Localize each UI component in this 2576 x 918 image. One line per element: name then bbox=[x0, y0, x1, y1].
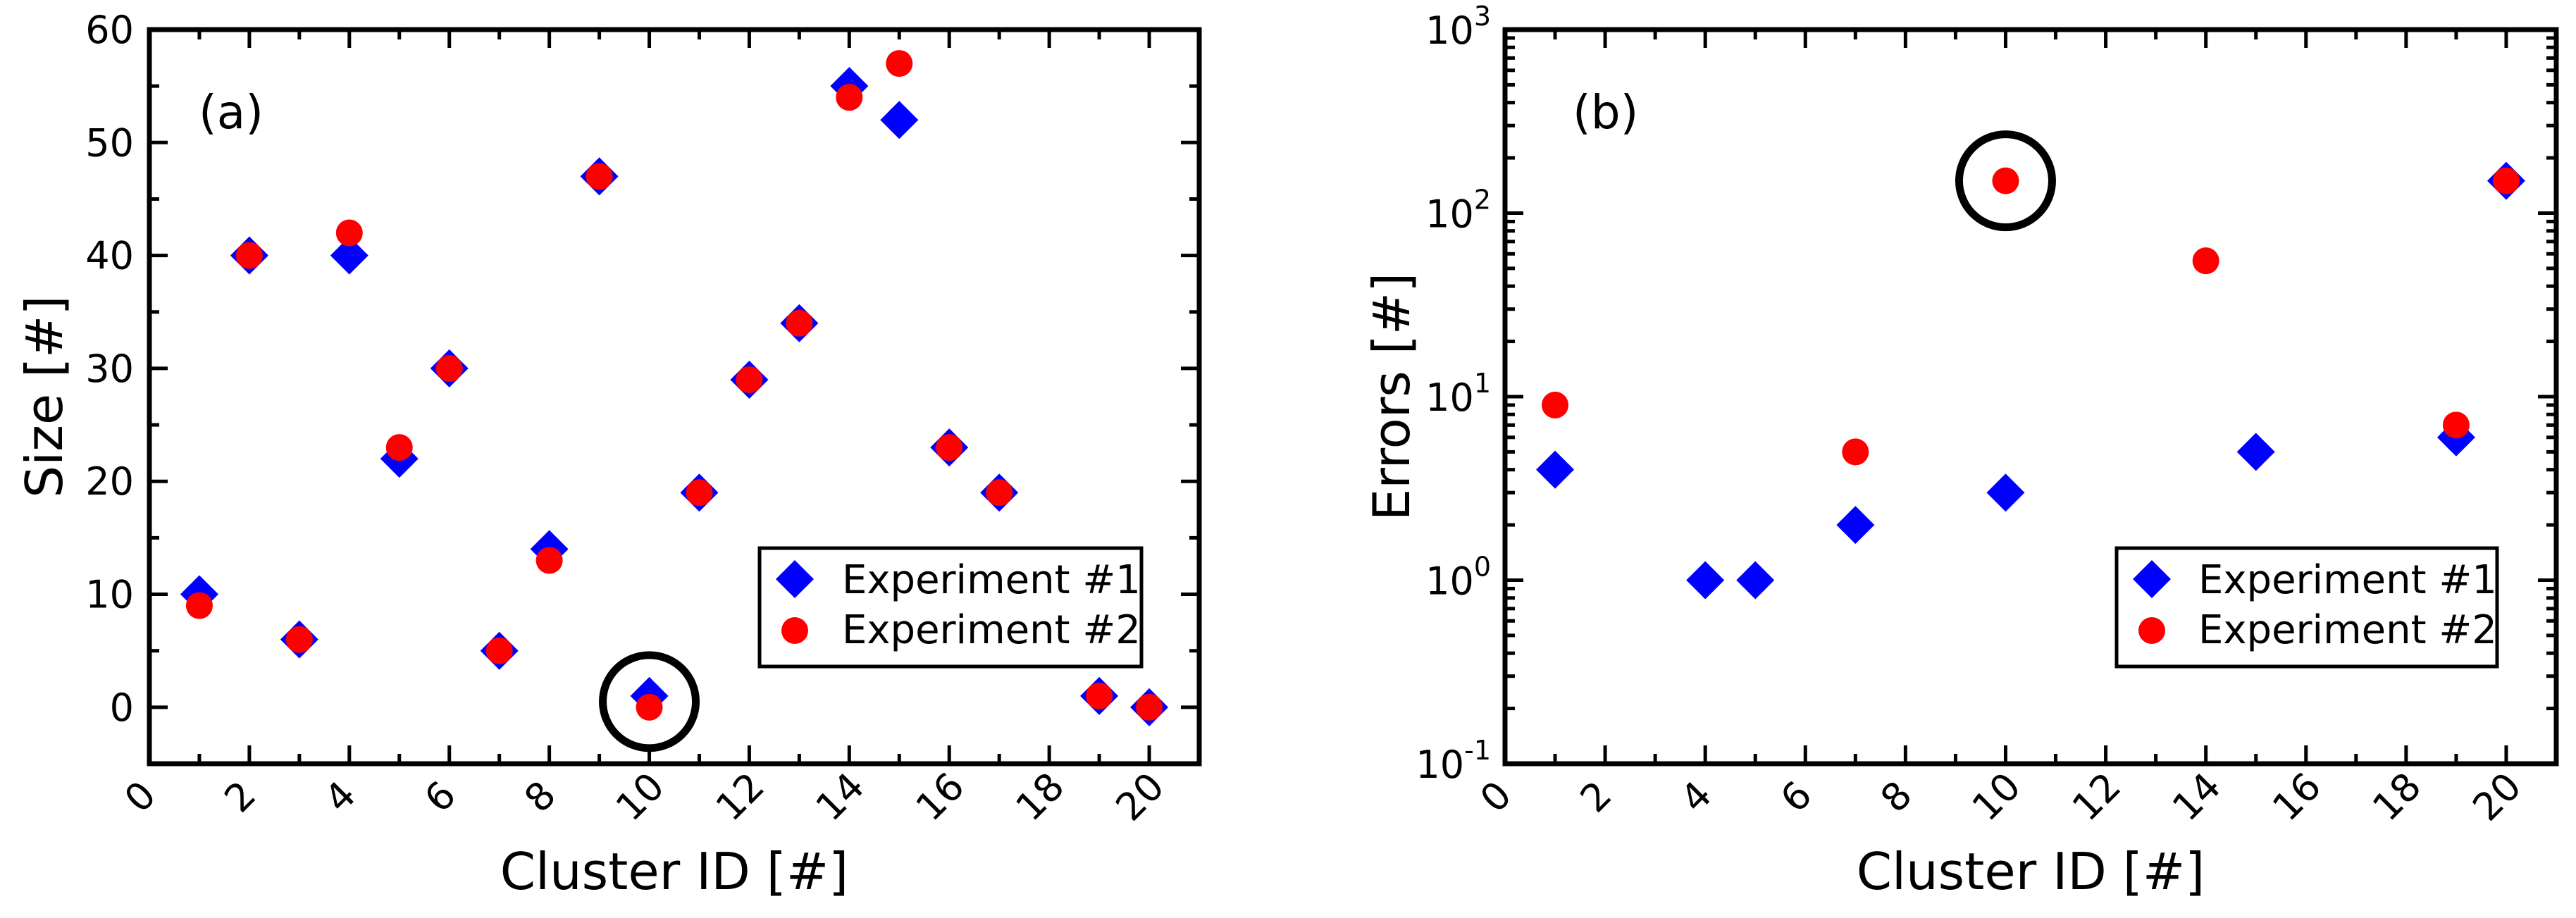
panel-b-legend-entry-2: Experiment #2 bbox=[2198, 607, 2497, 653]
panel-a-x-axis-title: Cluster ID [#] bbox=[500, 842, 849, 901]
panel-a-point-exp1 bbox=[330, 236, 369, 275]
panel-a-x-tick-label: 14 bbox=[807, 764, 873, 829]
panel-a-y-axis-title: Size [#] bbox=[15, 295, 74, 497]
panel-a-point-exp2 bbox=[1136, 693, 1163, 721]
panel-a-y-tick-label: 0 bbox=[110, 686, 134, 730]
panel-b-x-tick-label: 2 bbox=[1572, 772, 1621, 821]
panel-a-point-exp2 bbox=[485, 637, 513, 664]
panel-b-series-1 bbox=[1536, 161, 2525, 600]
panel-a-x-tick-label: 10 bbox=[607, 764, 673, 829]
panel-a-x-tick-label: 0 bbox=[116, 772, 164, 821]
panel-a-x-tick-label: 6 bbox=[416, 772, 464, 821]
panel-b-highlight-circle bbox=[1955, 130, 2056, 232]
panel-a-y-tick-label: 60 bbox=[85, 8, 134, 52]
panel-b-x-tick-label: 6 bbox=[1772, 772, 1821, 821]
panel-b-y-tick-label: 102 bbox=[1425, 185, 1491, 237]
panel-a-legend-entry-2: Experiment #2 bbox=[842, 607, 1141, 653]
panel-a-label: (a) bbox=[199, 85, 264, 139]
panel-b-y-tick-label: 10-1 bbox=[1416, 735, 1491, 787]
panel-a-plot-frame bbox=[147, 27, 1202, 767]
panel-a-point-exp2 bbox=[185, 592, 213, 619]
panel-a-series-2 bbox=[185, 50, 1163, 721]
panel-a-y-tick-label: 30 bbox=[85, 347, 134, 391]
panel-a-point-exp2 bbox=[836, 84, 863, 111]
panel-b-series-2 bbox=[1542, 167, 2520, 466]
panel-a-point-exp1 bbox=[880, 101, 919, 139]
panel-a-legend-marker-exp1 bbox=[776, 560, 814, 598]
panel-b-point-exp1 bbox=[1986, 473, 2025, 512]
panel-b-point-exp1 bbox=[1836, 506, 1875, 545]
panel-b-y-tick-label: 103 bbox=[1425, 1, 1491, 53]
panel-b-x-tick-label: 4 bbox=[1672, 772, 1721, 821]
panel-b-legend-marker-exp2 bbox=[2138, 617, 2165, 644]
panel-a-x-tick-label: 4 bbox=[316, 772, 364, 821]
panel-b-x-tick-label: 12 bbox=[2064, 764, 2129, 829]
panel-b-point-exp1 bbox=[1736, 561, 1775, 600]
panel-a-x-tick-label: 12 bbox=[707, 764, 773, 829]
panel-a-x-tick-label: 8 bbox=[516, 772, 564, 821]
panel-a-legend-entry-1: Experiment #1 bbox=[842, 557, 1141, 603]
panel-b-point-exp2 bbox=[2442, 411, 2470, 439]
panel-b-point-exp2 bbox=[2492, 167, 2520, 194]
panel-b-x-tick-label: 8 bbox=[1872, 772, 1921, 821]
panel-b-point-exp2 bbox=[1992, 167, 2019, 194]
panel-b-errors-chart: 0 2 4 6 8 10 12 14 16 18 20 10-1 100 101 102 103 (b) Cl… bbox=[1362, 1, 2559, 901]
panel-b-y-tick-label: 101 bbox=[1425, 368, 1491, 420]
panel-b-y-tick-label: 100 bbox=[1425, 552, 1491, 604]
panel-b-label: (b) bbox=[1573, 85, 1638, 139]
panel-b-x-tick-label: 14 bbox=[2164, 764, 2229, 829]
panel-b-legend-entry-1: Experiment #1 bbox=[2198, 557, 2497, 603]
panel-a-point-exp2 bbox=[1086, 682, 1113, 709]
panel-a-legend-box bbox=[757, 546, 1144, 669]
panel-b-point-exp1 bbox=[2236, 433, 2275, 471]
panel-b-x-tick-label: 10 bbox=[1964, 764, 2029, 829]
panel-a-x-tick-label: 18 bbox=[1007, 764, 1072, 829]
panel-b-point-exp1 bbox=[1686, 561, 1725, 600]
panel-b-legend-box bbox=[2114, 546, 2499, 669]
panel-a-point-exp2 bbox=[936, 434, 963, 461]
panel-a-y-tick-label: 20 bbox=[85, 459, 134, 504]
panel-a-y-tick-label: 40 bbox=[85, 234, 134, 278]
panel-a-point-exp2 bbox=[636, 693, 663, 721]
panel-a-point-exp2 bbox=[385, 434, 413, 461]
panel-a-point-exp2 bbox=[986, 479, 1013, 507]
panel-b-x-tick-label: 18 bbox=[2364, 764, 2429, 829]
panel-a-x-tick-label: 16 bbox=[908, 764, 973, 829]
panel-b-x-axis-title: Cluster ID [#] bbox=[1857, 842, 2205, 901]
panel-a-point-exp2 bbox=[736, 366, 763, 393]
panel-b-x-tick-label: 20 bbox=[2464, 764, 2529, 829]
panel-b-x-tick-label: 0 bbox=[1471, 772, 1520, 821]
panel-b-y-axis-title: Errors [#] bbox=[1362, 273, 1421, 521]
panel-b-point-exp2 bbox=[2192, 247, 2219, 275]
panel-b-point-exp1 bbox=[1536, 450, 1575, 489]
panel-a-x-tick-label: 2 bbox=[216, 772, 264, 821]
panel-a-point-exp2 bbox=[535, 547, 563, 574]
panel-b-point-exp2 bbox=[1542, 391, 1569, 418]
panel-a-point-exp2 bbox=[686, 479, 713, 507]
panel-b-legend-marker-exp1 bbox=[2133, 560, 2171, 598]
panel-b-point-exp2 bbox=[1842, 438, 1869, 466]
panel-a-size-chart: 0 2 4 6 8 10 12 14 16 18 20 0 10 20 30 40 50 60 (a) Clust… bbox=[15, 8, 1202, 901]
panel-a-point-exp2 bbox=[435, 354, 463, 382]
panel-a-point-exp2 bbox=[335, 219, 363, 247]
panel-a-point-exp2 bbox=[235, 242, 263, 269]
panel-a-point-exp2 bbox=[586, 163, 613, 190]
panel-a-point-exp2 bbox=[786, 309, 813, 337]
panel-b-legend: Experiment #1 Experiment #2 bbox=[2114, 546, 2499, 669]
panel-a-point-exp2 bbox=[886, 50, 913, 77]
panel-a-point-exp2 bbox=[285, 626, 313, 653]
panel-a-highlight-circle bbox=[599, 651, 700, 752]
panel-a-x-tick-label: 20 bbox=[1107, 764, 1172, 829]
panel-b-x-tick-label: 16 bbox=[2264, 764, 2329, 829]
panel-a-y-tick-label: 10 bbox=[85, 573, 134, 617]
panel-a-legend: Experiment #1 Experiment #2 bbox=[757, 546, 1144, 669]
panel-a-y-tick-label: 50 bbox=[85, 120, 134, 165]
panel-a-legend-marker-exp2 bbox=[781, 617, 808, 644]
